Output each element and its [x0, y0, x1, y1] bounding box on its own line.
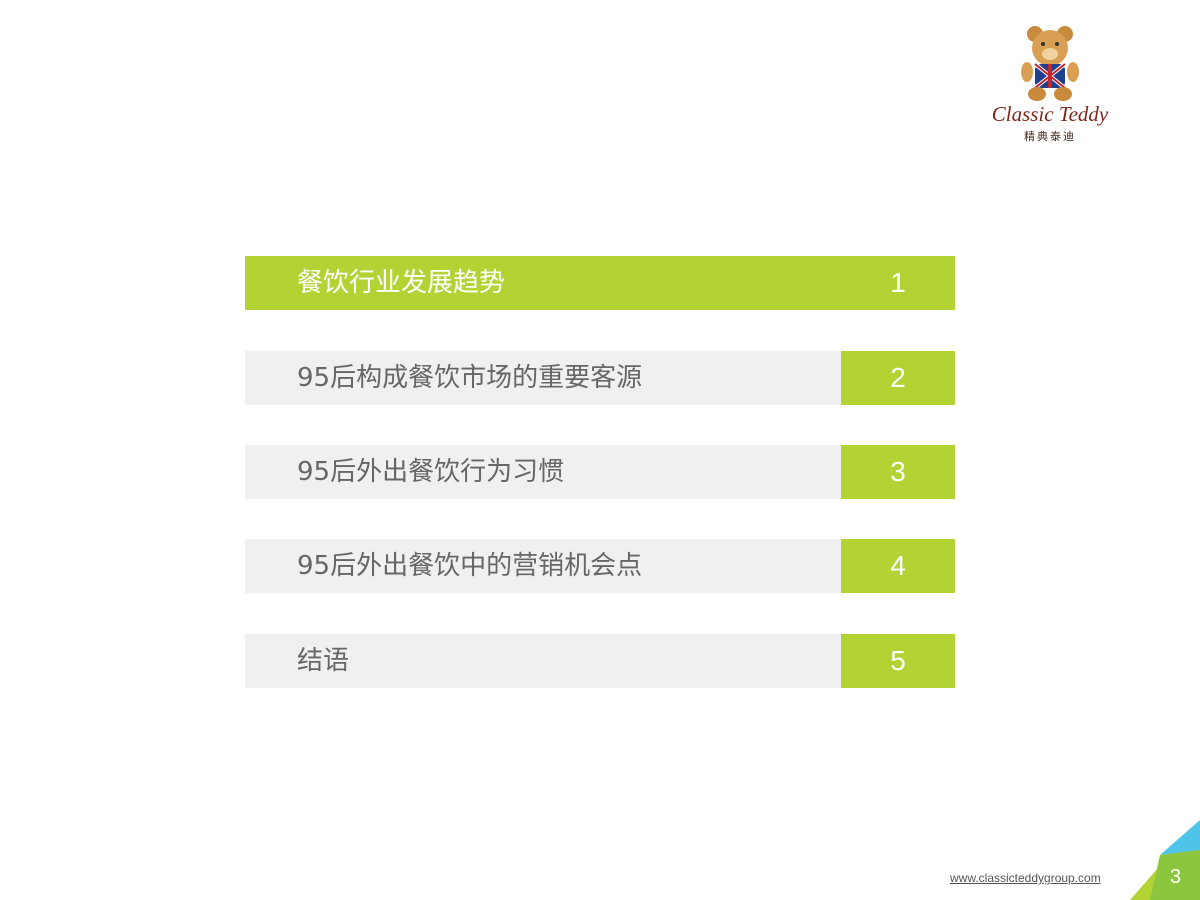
classic-teddy-logo: Classic Teddy 精典泰迪 — [975, 22, 1125, 152]
agenda-number: 5 — [841, 634, 955, 688]
agenda-number: 2 — [841, 351, 955, 405]
agenda-number: 3 — [841, 445, 955, 499]
website-link[interactable]: www.classicteddygroup.com — [950, 871, 1101, 885]
agenda-item-3[interactable]: 95后外出餐饮行为习惯 3 — [245, 445, 955, 499]
agenda-number: 4 — [841, 539, 955, 593]
logo-script-text: Classic Teddy — [991, 102, 1109, 126]
agenda-item-5[interactable]: 结语 5 — [245, 634, 955, 688]
agenda-label: 95后外出餐饮中的营销机会点 — [297, 551, 643, 581]
agenda-label: 餐饮行业发展趋势 — [297, 268, 506, 298]
page-number: 3 — [1170, 866, 1182, 888]
agenda-label: 95后构成餐饮市场的重要客源 — [297, 363, 643, 393]
agenda-label: 95后外出餐饮行为习惯 — [297, 457, 565, 487]
corner-decoration — [1130, 820, 1200, 900]
agenda-item-2[interactable]: 95后构成餐饮市场的重要客源 2 — [245, 351, 955, 405]
teddy-bear-icon — [1021, 26, 1079, 101]
agenda-label: 结语 — [297, 646, 350, 676]
agenda-item-4[interactable]: 95后外出餐饮中的营销机会点 4 — [245, 539, 955, 593]
logo-chinese-text: 精典泰迪 — [1024, 130, 1076, 143]
agenda-item-1[interactable]: 餐饮行业发展趋势 1 — [245, 256, 955, 310]
agenda-number: 1 — [890, 267, 906, 298]
